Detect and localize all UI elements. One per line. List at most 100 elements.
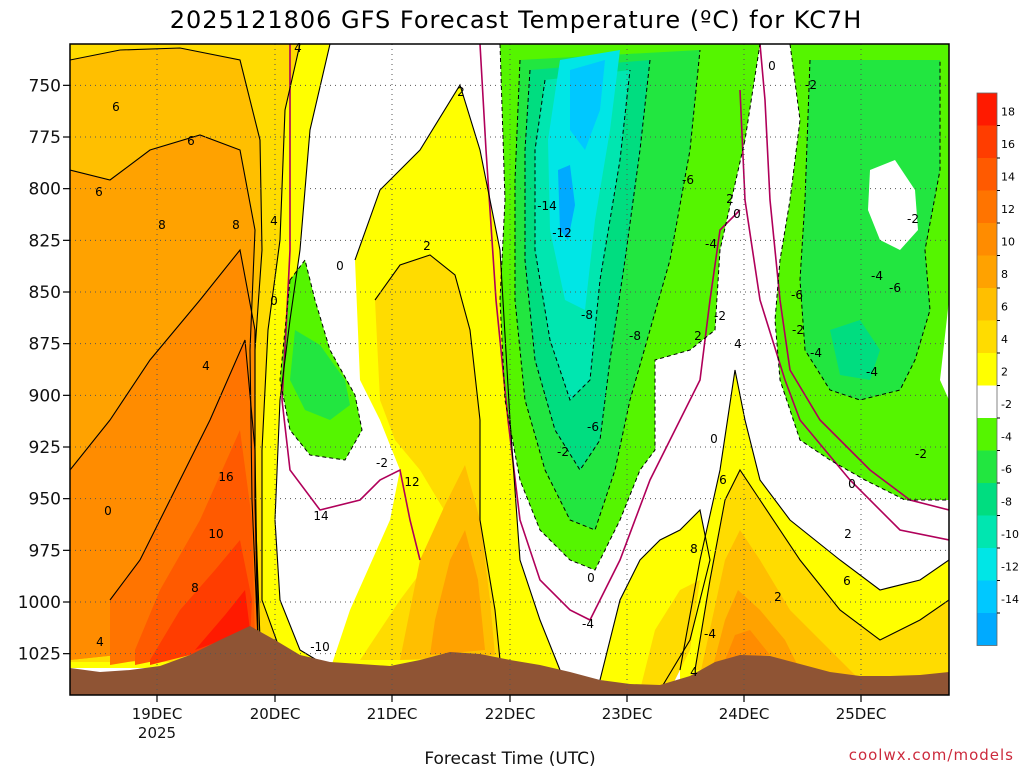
x-tick-label: 23DEC [602, 705, 653, 723]
contour-label: 0 [336, 259, 344, 273]
contour-label: -4 [704, 627, 716, 641]
colorbar-label: -2 [1001, 398, 1012, 411]
contour-label: -2 [915, 447, 927, 461]
chart-title: 2025121806 GFS Forecast Temperature (ºC)… [170, 6, 863, 34]
region-10-12-right [725, 630, 770, 660]
x-axis-year: 2025 [138, 724, 176, 742]
colorbar-label: 18 [1001, 106, 1015, 119]
contour-label: 0 [587, 571, 595, 585]
contour-label: 2 [726, 192, 734, 206]
contour-label: 0 [710, 432, 718, 446]
contour-label: 0 [768, 59, 776, 73]
y-tick-label: 775 [29, 128, 61, 148]
contour-label: -2 [376, 456, 388, 470]
contour-label: 2 [457, 85, 465, 99]
warm-contour-6 [109, 339, 259, 641]
contour-label: 8 [690, 542, 698, 556]
region-pos2-neg2-right-pocket [868, 160, 918, 250]
plot-area [70, 44, 949, 695]
x-tick-label: 25DEC [836, 705, 887, 723]
y-tick-label: 900 [29, 386, 61, 406]
contour-label: 4 [294, 41, 302, 55]
contour-label: 2 [694, 329, 702, 343]
contour-label: -2 [792, 323, 804, 337]
colorbar-label: 16 [1001, 138, 1015, 151]
contour-label: 4 [690, 665, 698, 679]
contour-label: 8 [158, 218, 166, 232]
colorbar-swatch [977, 418, 997, 451]
contour-label: 0 [270, 294, 278, 308]
colorbar-swatch [977, 385, 997, 418]
contour-label: -2 [714, 309, 726, 323]
contour-label: 6 [112, 100, 120, 114]
contour-label: 2 [423, 239, 431, 253]
warm-contour-10 [694, 468, 949, 671]
y-tick-label: 925 [29, 438, 61, 458]
y-tick-label: 950 [29, 490, 61, 510]
contour-label: -6 [791, 288, 803, 302]
colorbar-frame [976, 92, 998, 646]
contour-label: 14 [313, 509, 328, 523]
warm-contour-9 [679, 369, 949, 671]
colorbar-swatch [977, 548, 997, 581]
contour-label: 8 [232, 218, 240, 232]
colorbar-swatch [977, 255, 997, 288]
contour-label: 10 [208, 527, 223, 541]
colorbar: 18 16 14 12 10 8 6 4 2 -2 -4 -6 -8 -10 -12 -14 [976, 92, 1019, 646]
colorbar-swatch [977, 190, 997, 223]
contour-label: 8 [191, 581, 199, 595]
colorbar-swatch [977, 223, 997, 256]
cold-contour-3 [524, 59, 651, 471]
x-tick-label: 24DEC [719, 705, 770, 723]
y-tick-label: 975 [29, 541, 61, 561]
warm-contour-11 [599, 508, 711, 691]
region-neg14-core [558, 165, 575, 240]
colorbar-label: -4 [1001, 431, 1012, 444]
contour-label: 16 [218, 470, 233, 484]
warm-contour-7 [354, 83, 561, 671]
contour-label: 4 [734, 337, 742, 351]
credit-link[interactable]: coolwx.com/models [849, 746, 1014, 764]
terrain [70, 626, 949, 695]
contour-label: 4 [96, 635, 104, 649]
colorbar-label: 12 [1001, 203, 1015, 216]
y-tick-label: 1000 [18, 593, 61, 613]
zero-contour-2 [479, 44, 741, 622]
region-4-6-band [640, 580, 700, 690]
colorbar-label: 14 [1001, 171, 1015, 184]
colorbar-swatch [977, 580, 997, 613]
y-tick-label: 825 [29, 231, 61, 251]
y-tick-label: 1025 [18, 645, 61, 665]
region-8-10-mid [430, 530, 485, 655]
x-tick-label: 21DEC [367, 705, 418, 723]
region-neg4-neg6-right [800, 60, 940, 400]
y-tick-label: 800 [29, 180, 61, 200]
contour-label: -14 [537, 199, 557, 213]
x-tick-label: 19DEC [132, 705, 183, 723]
colorbar-label: 10 [1001, 236, 1015, 249]
colorbar-swatch [977, 515, 997, 548]
colorbar-label: 2 [1001, 366, 1008, 379]
colorbar-swatch [977, 450, 997, 483]
grid [70, 44, 949, 695]
region-neg4-neg6-left [290, 330, 350, 420]
region-neg10-neg12-core [548, 50, 620, 310]
colorbar-label: -14 [1001, 593, 1019, 606]
colorbar-label: -8 [1001, 496, 1012, 509]
contour-label: -2 [907, 212, 919, 226]
contour-label: 0 [104, 504, 112, 518]
contour-label: 6 [719, 473, 727, 487]
cold-contour-1 [499, 44, 761, 571]
y-tick-label: 875 [29, 335, 61, 355]
contour-label: 0 [848, 477, 856, 491]
contour-label: 4 [270, 214, 278, 228]
y-tick-label: 850 [29, 283, 61, 303]
x-axis: 19DEC 20DEC 21DEC 22DEC 23DEC 24DEC 25DEC [132, 695, 887, 723]
contour-label: 6 [187, 134, 195, 148]
contour-label: 12 [404, 475, 419, 489]
zero-contour-3 [759, 44, 949, 511]
contour-label: -4 [810, 346, 822, 360]
colorbar-label: -10 [1001, 528, 1019, 541]
region-neg6-neg8-right [830, 320, 880, 380]
